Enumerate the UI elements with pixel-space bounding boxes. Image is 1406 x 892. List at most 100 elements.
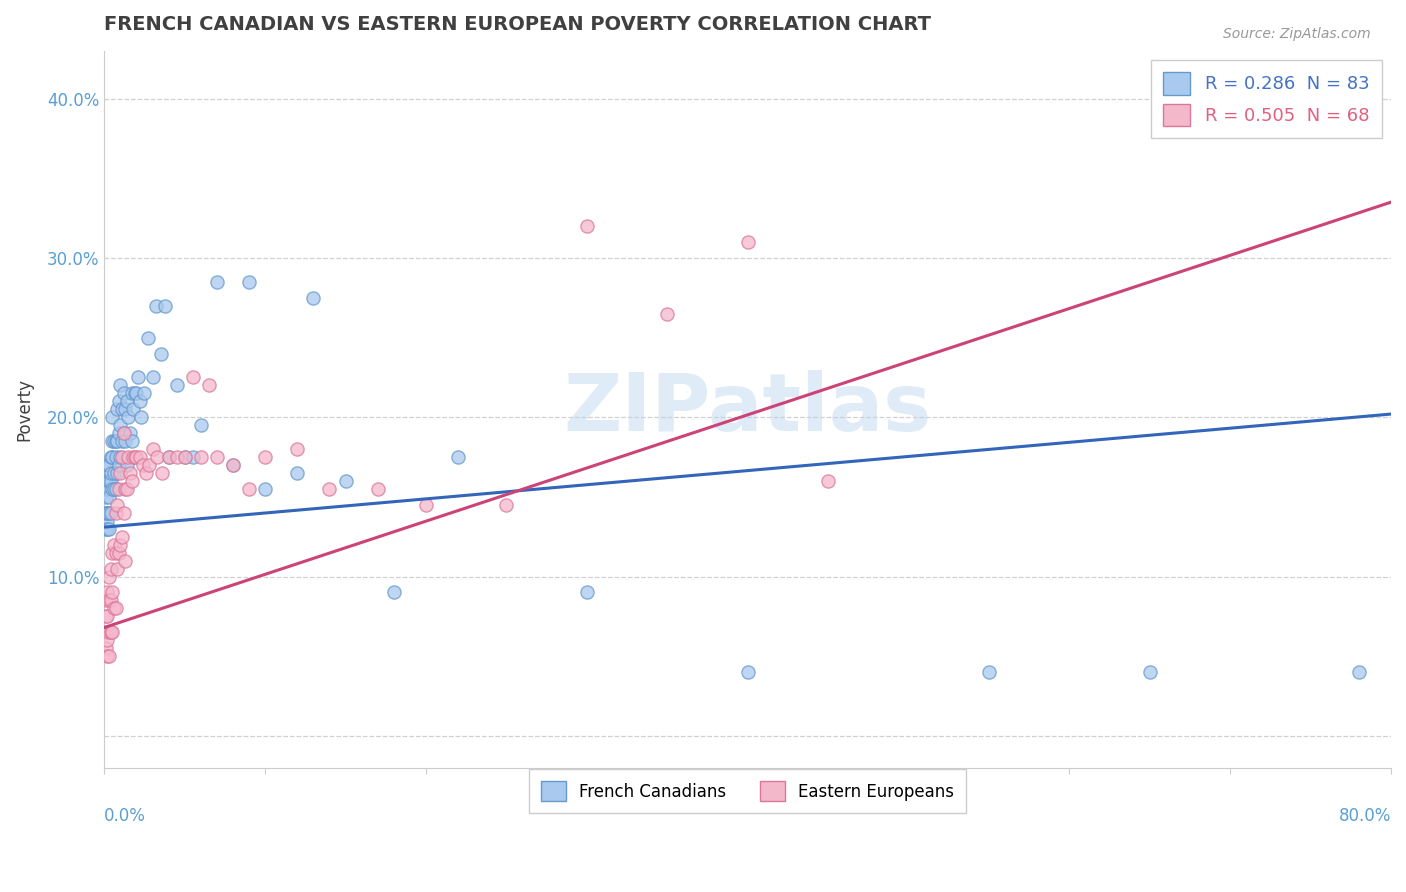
Point bbox=[134, 386, 156, 401]
Point bbox=[125, 386, 148, 401]
Point bbox=[155, 299, 177, 313]
Point bbox=[101, 482, 124, 496]
Point bbox=[1347, 665, 1369, 679]
Point bbox=[495, 498, 517, 512]
Point bbox=[100, 466, 122, 480]
Point bbox=[111, 450, 134, 464]
Point bbox=[103, 538, 125, 552]
Point bbox=[112, 506, 135, 520]
Point bbox=[105, 561, 128, 575]
Point bbox=[222, 458, 245, 472]
Point bbox=[103, 482, 125, 496]
Point bbox=[110, 418, 132, 433]
Point bbox=[112, 386, 135, 401]
Point bbox=[737, 665, 759, 679]
Point bbox=[190, 418, 212, 433]
Point bbox=[104, 506, 127, 520]
Point bbox=[94, 625, 117, 640]
Point bbox=[205, 450, 228, 464]
Point bbox=[254, 450, 277, 464]
Point bbox=[125, 450, 148, 464]
Point bbox=[104, 601, 127, 615]
Point bbox=[100, 593, 122, 607]
Point bbox=[104, 482, 127, 496]
Point bbox=[101, 434, 124, 449]
Point bbox=[657, 307, 679, 321]
Point bbox=[100, 450, 122, 464]
Point bbox=[105, 434, 128, 449]
Point bbox=[107, 394, 129, 409]
Point bbox=[98, 569, 121, 583]
Point bbox=[166, 450, 188, 464]
Point bbox=[238, 275, 260, 289]
Point bbox=[205, 275, 228, 289]
Point bbox=[96, 482, 118, 496]
Point bbox=[367, 482, 389, 496]
Point bbox=[111, 530, 134, 544]
Point bbox=[114, 553, 136, 567]
Point bbox=[101, 450, 124, 464]
Point bbox=[98, 474, 121, 488]
Point bbox=[104, 434, 127, 449]
Point bbox=[118, 426, 141, 441]
Point bbox=[415, 498, 437, 512]
Point bbox=[737, 235, 759, 249]
Point bbox=[107, 482, 129, 496]
Point bbox=[128, 450, 150, 464]
Text: 80.0%: 80.0% bbox=[1339, 807, 1391, 825]
Point bbox=[222, 458, 245, 472]
Point bbox=[238, 482, 260, 496]
Point bbox=[100, 561, 122, 575]
Point bbox=[96, 649, 118, 664]
Point bbox=[122, 450, 145, 464]
Point bbox=[166, 378, 188, 392]
Point bbox=[112, 426, 135, 441]
Point bbox=[101, 585, 124, 599]
Point bbox=[121, 474, 143, 488]
Point bbox=[190, 450, 212, 464]
Point bbox=[149, 346, 172, 360]
Point bbox=[173, 450, 195, 464]
Point bbox=[98, 490, 121, 504]
Point bbox=[121, 434, 143, 449]
Point bbox=[138, 458, 160, 472]
Point bbox=[96, 514, 118, 528]
Point bbox=[382, 585, 405, 599]
Point bbox=[104, 546, 127, 560]
Point bbox=[107, 546, 129, 560]
Text: ZIPatlas: ZIPatlas bbox=[564, 370, 932, 449]
Point bbox=[117, 450, 139, 464]
Point bbox=[98, 506, 121, 520]
Point bbox=[103, 601, 125, 615]
Legend: French Canadians, Eastern Europeans: French Canadians, Eastern Europeans bbox=[530, 770, 966, 814]
Point bbox=[98, 625, 121, 640]
Point bbox=[105, 466, 128, 480]
Point bbox=[302, 291, 325, 305]
Point bbox=[94, 490, 117, 504]
Point bbox=[100, 474, 122, 488]
Point bbox=[105, 402, 128, 417]
Point bbox=[98, 593, 121, 607]
Point bbox=[575, 585, 598, 599]
Point bbox=[98, 522, 121, 536]
Point bbox=[105, 498, 128, 512]
Text: FRENCH CANADIAN VS EASTERN EUROPEAN POVERTY CORRELATION CHART: FRENCH CANADIAN VS EASTERN EUROPEAN POVE… bbox=[104, 15, 931, 34]
Point bbox=[98, 649, 121, 664]
Point bbox=[136, 330, 159, 344]
Point bbox=[110, 538, 132, 552]
Point bbox=[575, 219, 598, 233]
Point bbox=[94, 506, 117, 520]
Point bbox=[114, 434, 136, 449]
Point bbox=[124, 386, 146, 401]
Point bbox=[173, 450, 195, 464]
Point bbox=[114, 482, 136, 496]
Point bbox=[98, 458, 121, 472]
Text: 0.0%: 0.0% bbox=[104, 807, 146, 825]
Point bbox=[96, 609, 118, 624]
Point bbox=[112, 426, 135, 441]
Point bbox=[129, 410, 152, 425]
Point bbox=[115, 458, 138, 472]
Point bbox=[110, 450, 132, 464]
Point bbox=[115, 482, 138, 496]
Point bbox=[121, 386, 143, 401]
